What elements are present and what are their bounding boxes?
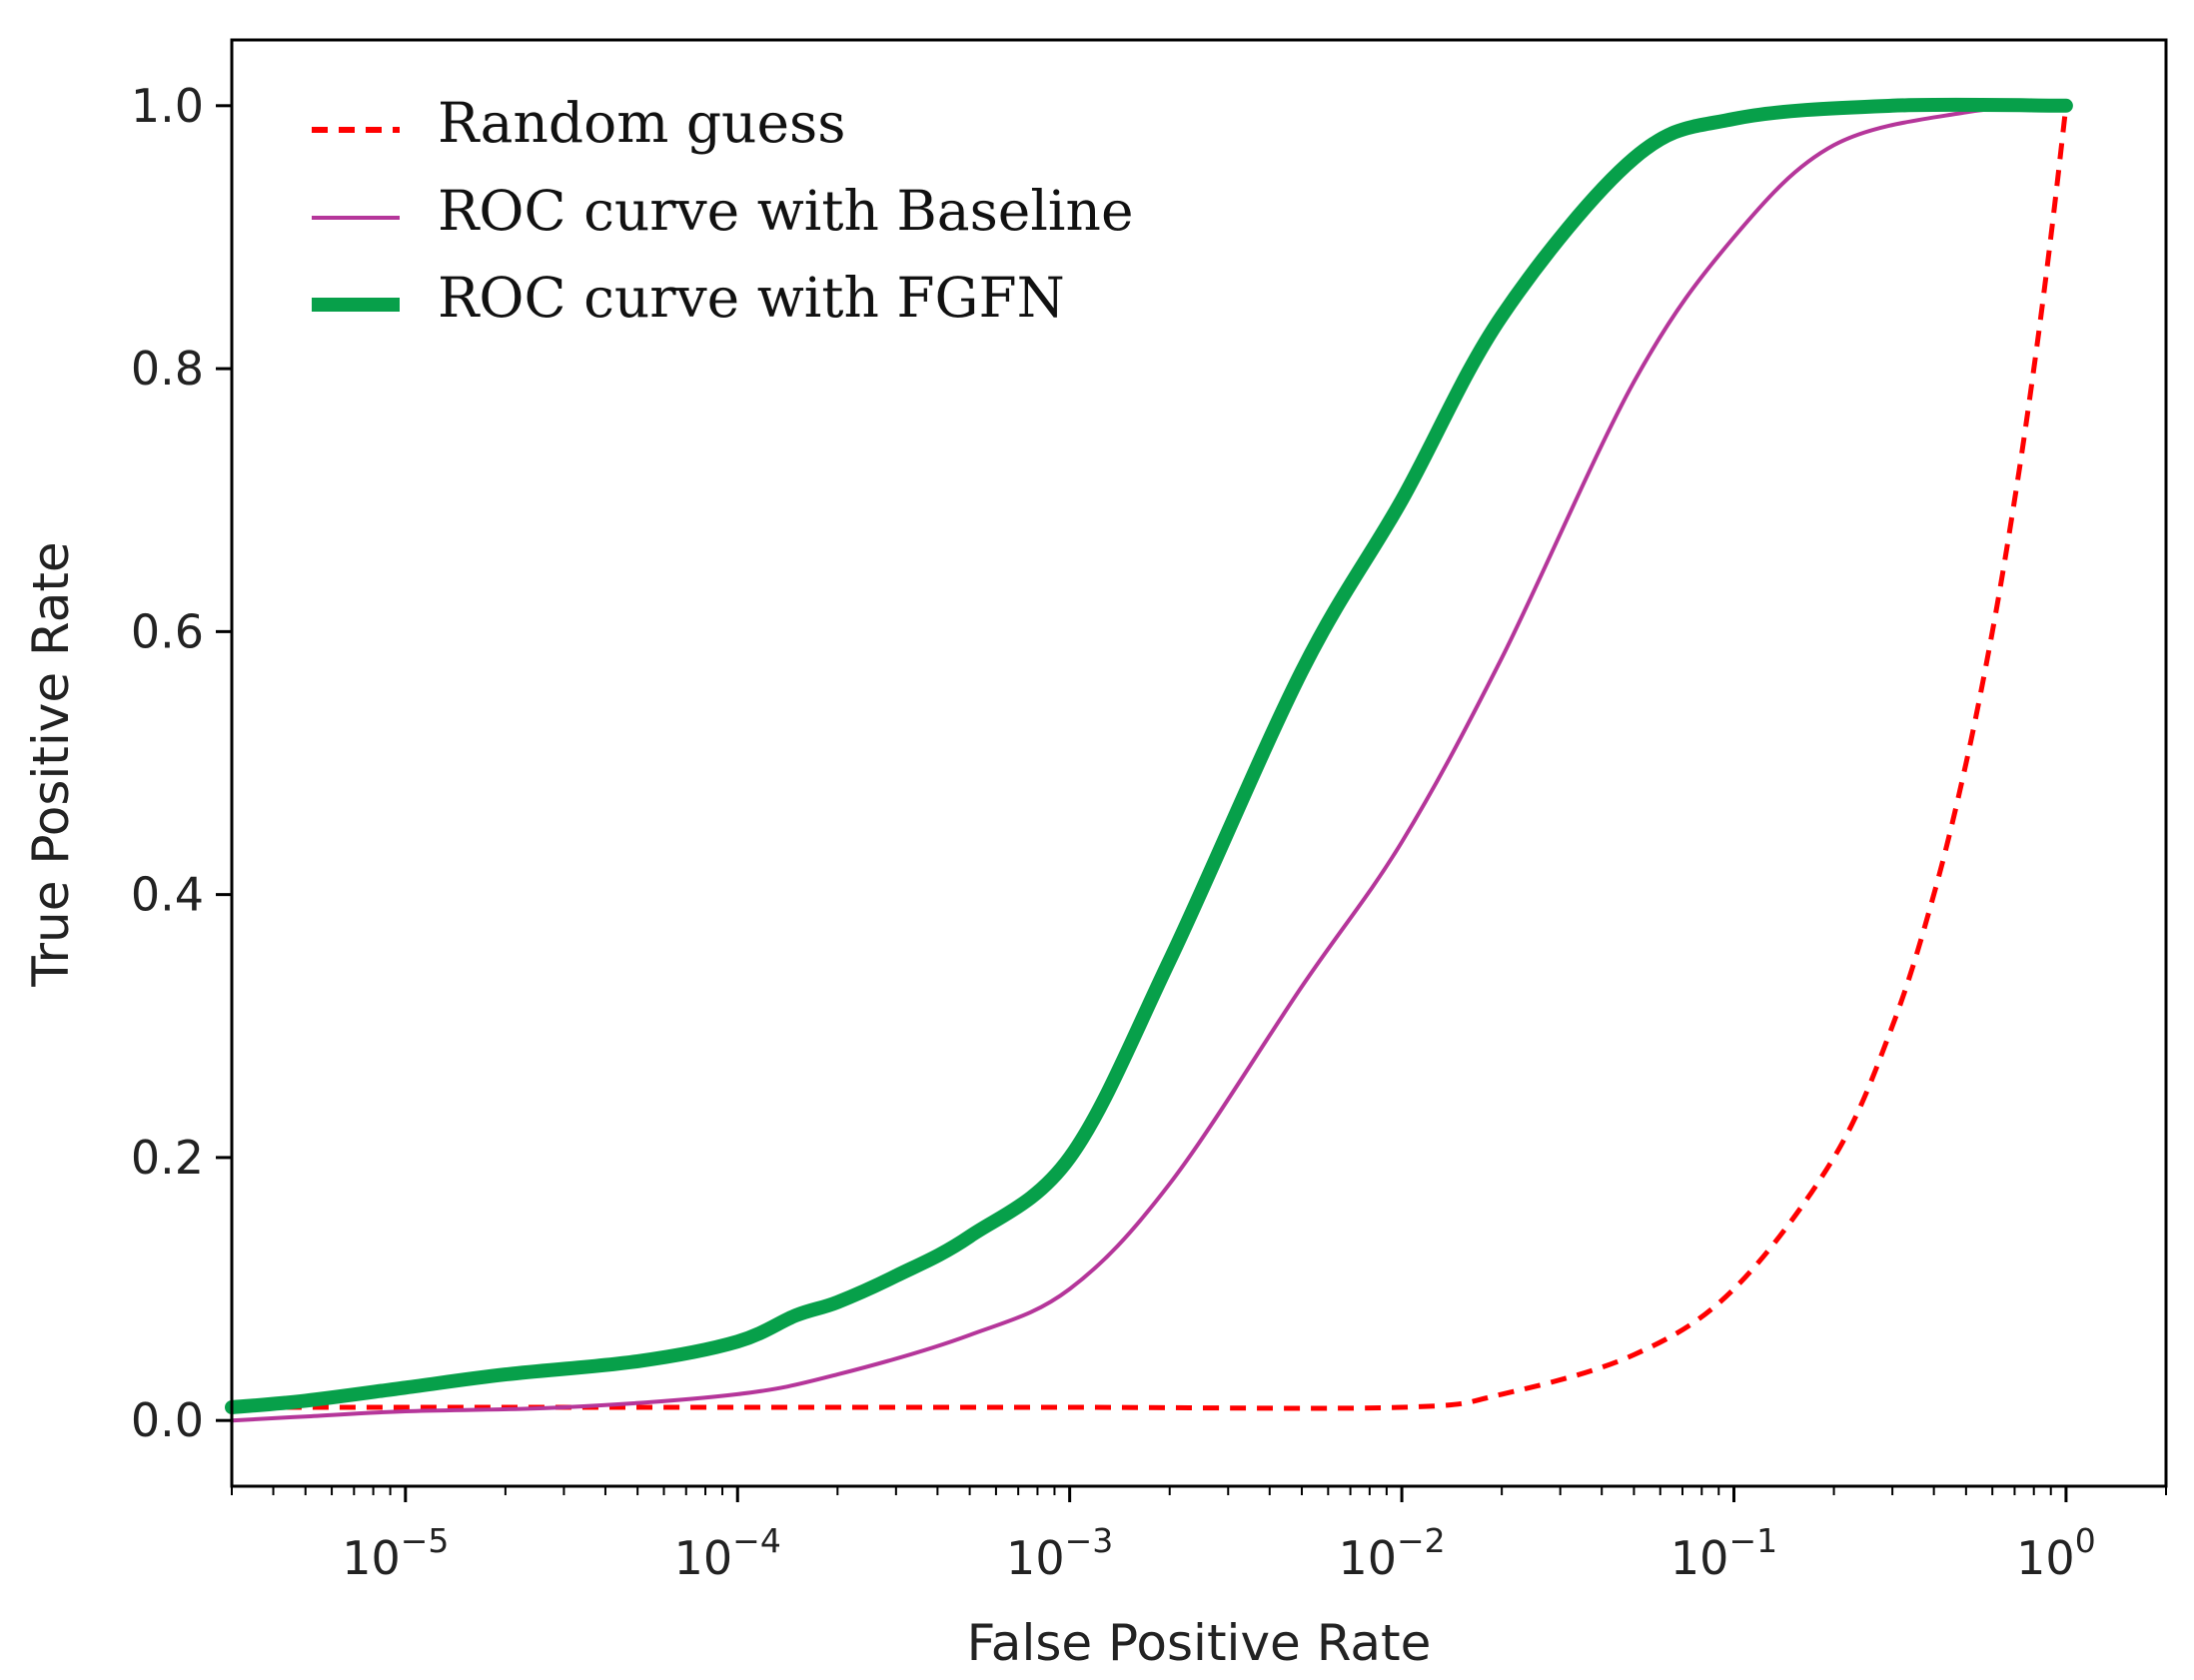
plot-frame [230,38,2168,1488]
y-tick-label: 0.2 [131,1131,204,1185]
x-tick-label: 10−2 [1338,1521,1445,1585]
x-tick-label: 10−1 [1670,1521,1777,1585]
legend-label-fgfn: ROC curve with FGFN [438,266,1065,330]
y-axis-title: True Positive Rate [22,541,80,987]
x-tick-label: 10−4 [674,1521,781,1585]
x-tick-label: 10−3 [1006,1521,1113,1585]
legend-label-random-guess: Random guess [438,91,845,155]
legend-label-baseline: ROC curve with Baseline [438,179,1134,243]
x-tick-label: 100 [2016,1521,2096,1585]
baseline-roc-line [231,103,2067,1423]
x-axis-title: False Positive Rate [967,1614,1432,1672]
y-tick-label: 0.6 [131,604,204,658]
x-tick-label: 10−5 [342,1521,449,1585]
random-guess-line [232,105,2069,1411]
legend: Random guess ROC curve with Baseline ROC… [312,91,1134,330]
y-tick-label: 0.8 [131,342,204,396]
y-tick-label: 0.4 [131,868,204,922]
y-tick-label: 1.0 [131,79,204,133]
y-tick-label: 0.0 [131,1393,204,1447]
fgfn-roc-line [225,97,2073,1414]
